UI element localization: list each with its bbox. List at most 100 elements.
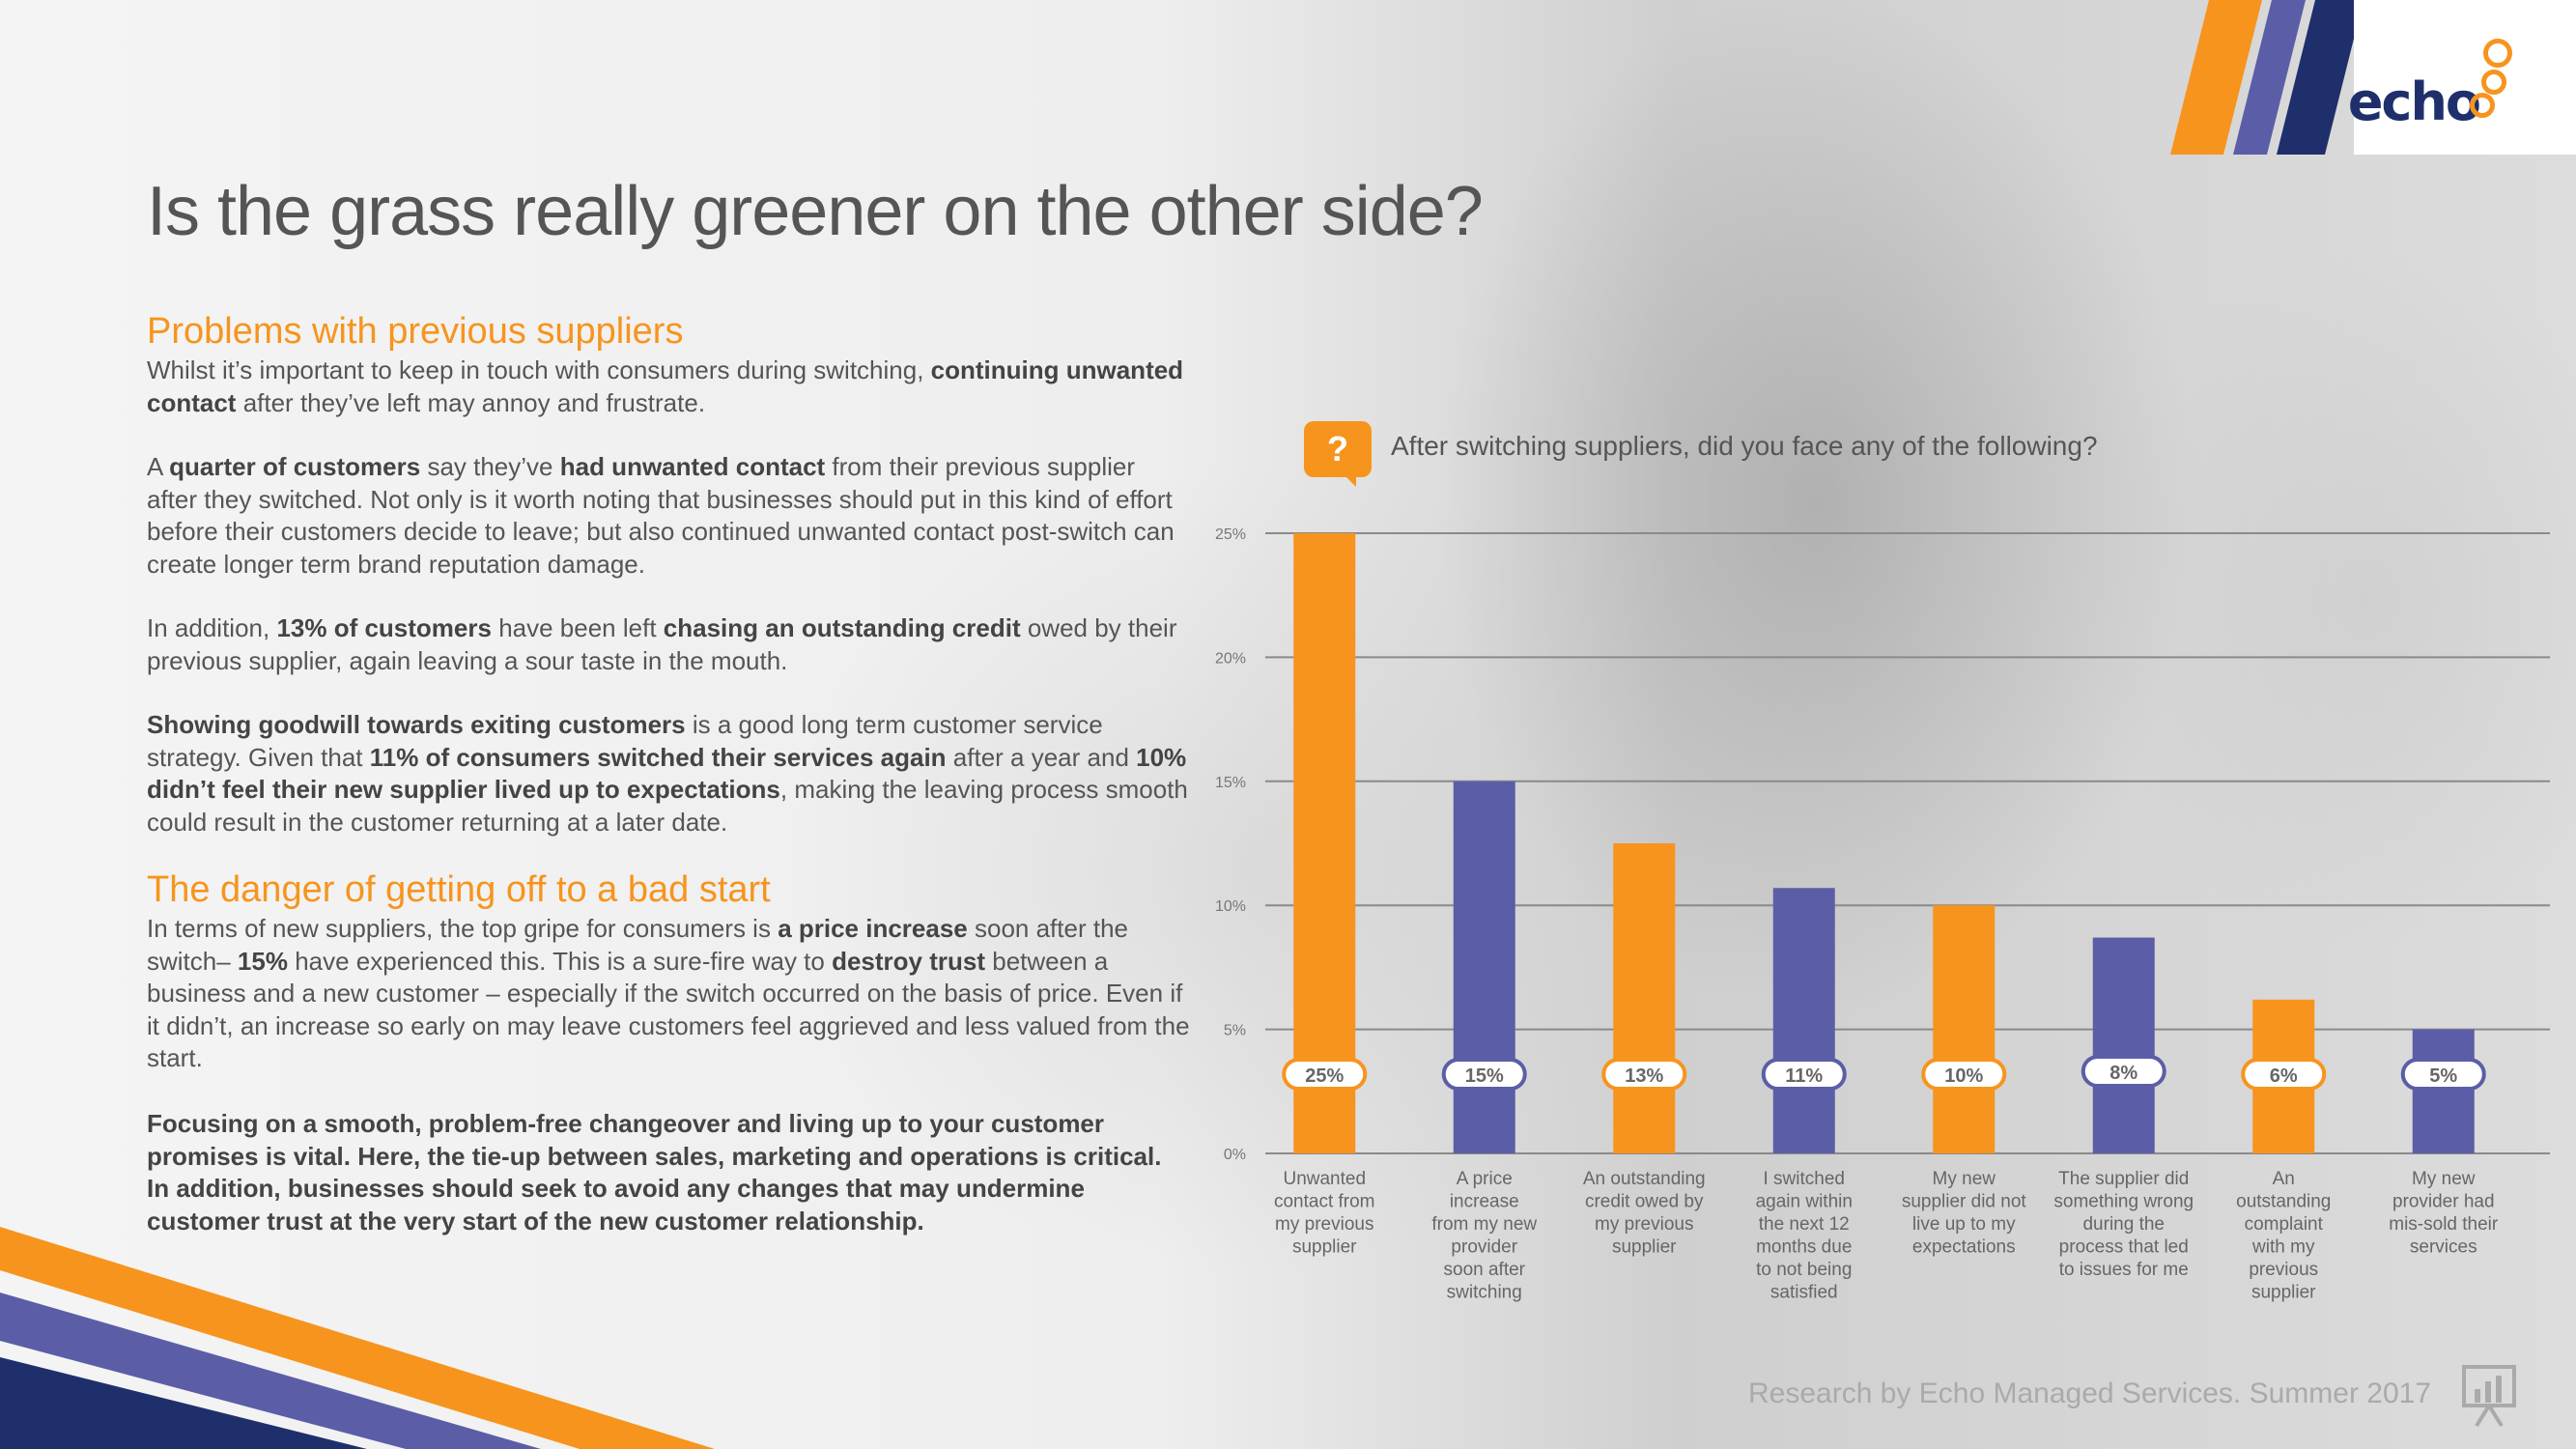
category-label: The supplier did something wrong during th… — [2053, 1169, 2194, 1280]
y-tick-label: 0% — [1224, 1147, 1246, 1163]
data-label-pill — [2241, 1058, 2327, 1091]
category-label-line: provider — [1451, 1237, 1517, 1258]
category-label-line: with my — [2251, 1237, 2315, 1258]
echo-logo: echo — [2347, 71, 2481, 132]
y-tick-label: 15% — [1215, 775, 1246, 791]
bar — [1453, 781, 1515, 1153]
category-label-line: My new — [1933, 1169, 1996, 1189]
category-label-line: services — [2410, 1237, 2477, 1258]
text-run: 15% — [237, 946, 288, 976]
text-run: a price increase — [778, 914, 968, 943]
text-run: destroy trust — [832, 946, 986, 976]
category-label-line: the next 12 — [1759, 1214, 1850, 1235]
logo-panel — [2354, 0, 2576, 155]
data-label-pill — [1601, 1058, 1687, 1091]
text-run: Whilst it’s important to keep in touch w… — [147, 355, 931, 384]
text-run: In terms of new suppliers, the top gripe… — [147, 914, 778, 943]
category-label-line: contact from — [1274, 1192, 1375, 1212]
bar — [2092, 937, 2155, 1153]
category-label-line: previous — [2249, 1260, 2318, 1280]
presentation-chart-icon — [2462, 1365, 2516, 1428]
category-label-line: my previous — [1595, 1214, 1693, 1235]
paragraph-5: In terms of new suppliers, the top gripe… — [147, 913, 1190, 1075]
section-heading-problems: Problems with previous suppliers — [147, 311, 684, 352]
paragraph-4: Showing goodwill towards exiting custome… — [147, 709, 1190, 838]
data-label-pill — [1441, 1058, 1527, 1091]
text-run: chasing an outstanding credit — [663, 613, 1021, 642]
category-label-line: my previous — [1275, 1214, 1373, 1235]
data-label: 11% — [1785, 1065, 1823, 1087]
chart-question: After switching suppliers, did you face … — [1391, 431, 2098, 461]
y-tick-label: 25% — [1215, 526, 1246, 543]
bar-chart: 0%5%10%15%20%25%25%Unwanted contact from m… — [1215, 526, 2550, 1303]
category-label-line: during the — [2082, 1214, 2165, 1235]
paragraph-2: A quarter of customers say they’ve had u… — [147, 451, 1190, 581]
category-label: I switched again within the next 12 months … — [1756, 1169, 1853, 1303]
data-label-pill — [1761, 1058, 1847, 1091]
data-label: 6% — [2270, 1065, 2298, 1087]
question-bubble-tail — [1343, 473, 1356, 487]
data-label-pill — [1921, 1058, 2007, 1091]
text-run: is a good long term customer service str… — [147, 710, 1103, 772]
category-label-line: mis-sold their — [2389, 1214, 2499, 1235]
logo-ring-3 — [2483, 39, 2512, 68]
category-label-line: An — [2273, 1169, 2295, 1189]
category-label-line: to not being — [1756, 1260, 1852, 1280]
category-label-line: A price — [1457, 1169, 1513, 1189]
category-label-line: My new — [2412, 1169, 2476, 1189]
paragraph-1: Whilst it’s important to keep in touch w… — [147, 355, 1190, 419]
data-label-pill — [2400, 1058, 2486, 1091]
category-label-line: Unwanted — [1283, 1169, 1366, 1189]
data-label: 8% — [2109, 1063, 2137, 1084]
paragraph-6: Focusing on a smooth, problem-free chang… — [147, 1108, 1190, 1237]
logo-ring-2 — [2481, 70, 2506, 95]
text-run: after a year and — [946, 742, 1137, 772]
text-run: Focusing on a smooth, problem-free chang… — [147, 1109, 1162, 1236]
category-label-line: credit owed by — [1585, 1192, 1704, 1212]
logo-ring-1 — [2470, 93, 2495, 118]
category-label: A price increase from my new provider soon a… — [1431, 1169, 1537, 1303]
category-label-line: live up to my — [1912, 1214, 2016, 1235]
data-label: 13% — [1625, 1065, 1663, 1087]
category-label-line: process that led — [2059, 1237, 2189, 1258]
category-label-line: I switched — [1764, 1169, 1845, 1189]
text-run: , making the leaving process smooth coul… — [147, 775, 1188, 837]
data-label: 15% — [1465, 1065, 1504, 1087]
corner-stripes — [2170, 0, 2364, 155]
text-run: soon after the switch– — [147, 914, 1128, 976]
category-label-line: to issues for me — [2059, 1260, 2189, 1280]
category-label: My new supplier did not live up to my expec… — [1902, 1169, 2027, 1258]
category-label-line: expectations — [1912, 1237, 2016, 1258]
data-label: 10% — [1944, 1065, 1983, 1087]
category-label-line: An outstanding — [1583, 1169, 1706, 1189]
text-run: had unwanted contact — [559, 452, 826, 481]
category-label-line: supplier — [1292, 1237, 1357, 1258]
category-label-line: supplier — [2251, 1283, 2316, 1303]
paragraph-3: In addition, 13% of customers have been … — [147, 612, 1190, 677]
category-label-line: something wrong — [2053, 1192, 2194, 1212]
category-label-line: complaint — [2245, 1214, 2324, 1235]
category-label-line: The supplier did — [2058, 1169, 2189, 1189]
bar — [2412, 1029, 2475, 1153]
text-run: have experienced this. This is a sure-fi… — [287, 946, 833, 976]
text-run: 13% of customers — [276, 613, 492, 642]
data-label: 5% — [2429, 1065, 2457, 1087]
category-label: My new provider had mis-sold their services — [2389, 1169, 2499, 1258]
category-label-line: supplier did not — [1902, 1192, 2027, 1212]
category-label: Unwanted contact from my previous supplier — [1274, 1169, 1375, 1258]
text-run: from their previous supplier after they … — [147, 452, 1175, 579]
category-label-line: provider had — [2392, 1192, 2495, 1212]
text-run: Showing goodwill towards exiting custome… — [147, 710, 686, 739]
y-tick-label: 10% — [1215, 898, 1246, 915]
data-label-pill — [1282, 1058, 1368, 1091]
footer-credit: Research by Echo Managed Services. Summe… — [1748, 1378, 2432, 1409]
category-label: An outstanding credit owed by my previous s… — [1583, 1169, 1706, 1258]
text-run: owed by their previous supplier, again l… — [147, 613, 1177, 675]
category-label-line: months due — [1756, 1237, 1852, 1258]
text-run: A — [147, 452, 170, 481]
text-run: between a business and a new customer – … — [147, 946, 1190, 1073]
text-run: continuing unwanted contact — [147, 355, 1184, 417]
question-bubble-icon: ? — [1304, 421, 1372, 477]
text-run: have been left — [491, 613, 664, 642]
